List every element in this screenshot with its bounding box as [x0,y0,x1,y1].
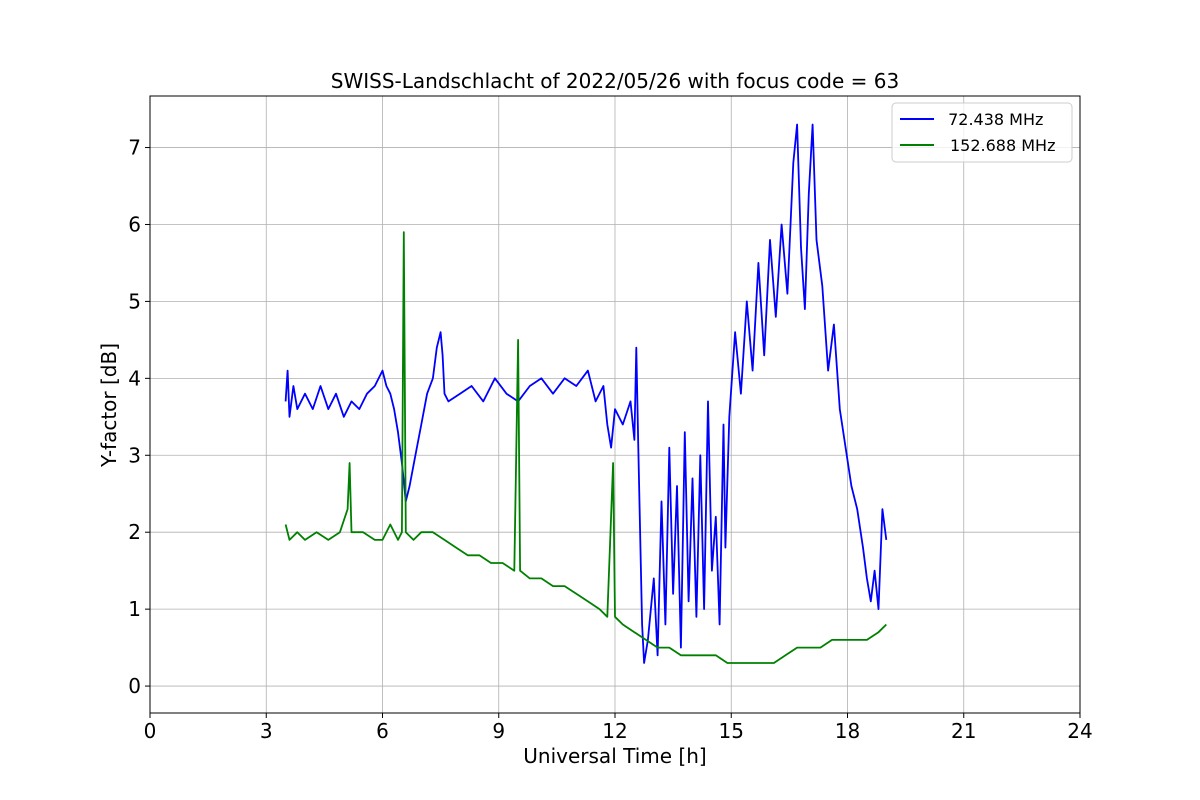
x-tick-label: 12 [602,719,627,743]
y-tick-label: 4 [128,366,141,390]
legend-label-152mhz: 152.688 MHz [950,136,1055,155]
chart-title: SWISS-Landschlacht of 2022/05/26 with fo… [331,69,899,93]
x-tick-label: 21 [951,719,976,743]
x-tick-label: 6 [376,719,389,743]
x-axis-label: Universal Time [h] [523,744,706,768]
grid [150,96,1080,713]
x-tick-label: 24 [1067,719,1092,743]
series-layer [284,123,888,664]
x-tick-label: 18 [835,719,860,743]
y-tick-label: 7 [128,136,141,160]
y-tick-label: 2 [128,520,141,544]
x-tick-label: 3 [260,719,273,743]
legend: 72.438 MHz 152.688 MHz [891,102,1073,163]
series-line-72mhz [284,123,888,664]
y-tick-label: 3 [128,443,141,467]
y-tick-label: 0 [128,674,141,698]
series-line-152mhz [284,231,887,664]
legend-label-72mhz: 72.438 MHz [943,110,1043,129]
legend-box [891,102,1073,163]
y-tick-label: 6 [128,212,141,236]
y-axis-label: Y-factor [dB] [97,343,121,468]
y-axis: 0 1 2 3 4 5 6 7 [128,136,150,698]
x-tick-label: 0 [144,719,157,743]
y-tick-label: 1 [128,597,141,621]
y-tick-label: 5 [128,289,141,313]
x-tick-label: 9 [492,719,505,743]
x-tick-label: 15 [719,719,744,743]
x-axis: 0 3 6 9 12 15 18 21 24 [144,713,1093,743]
